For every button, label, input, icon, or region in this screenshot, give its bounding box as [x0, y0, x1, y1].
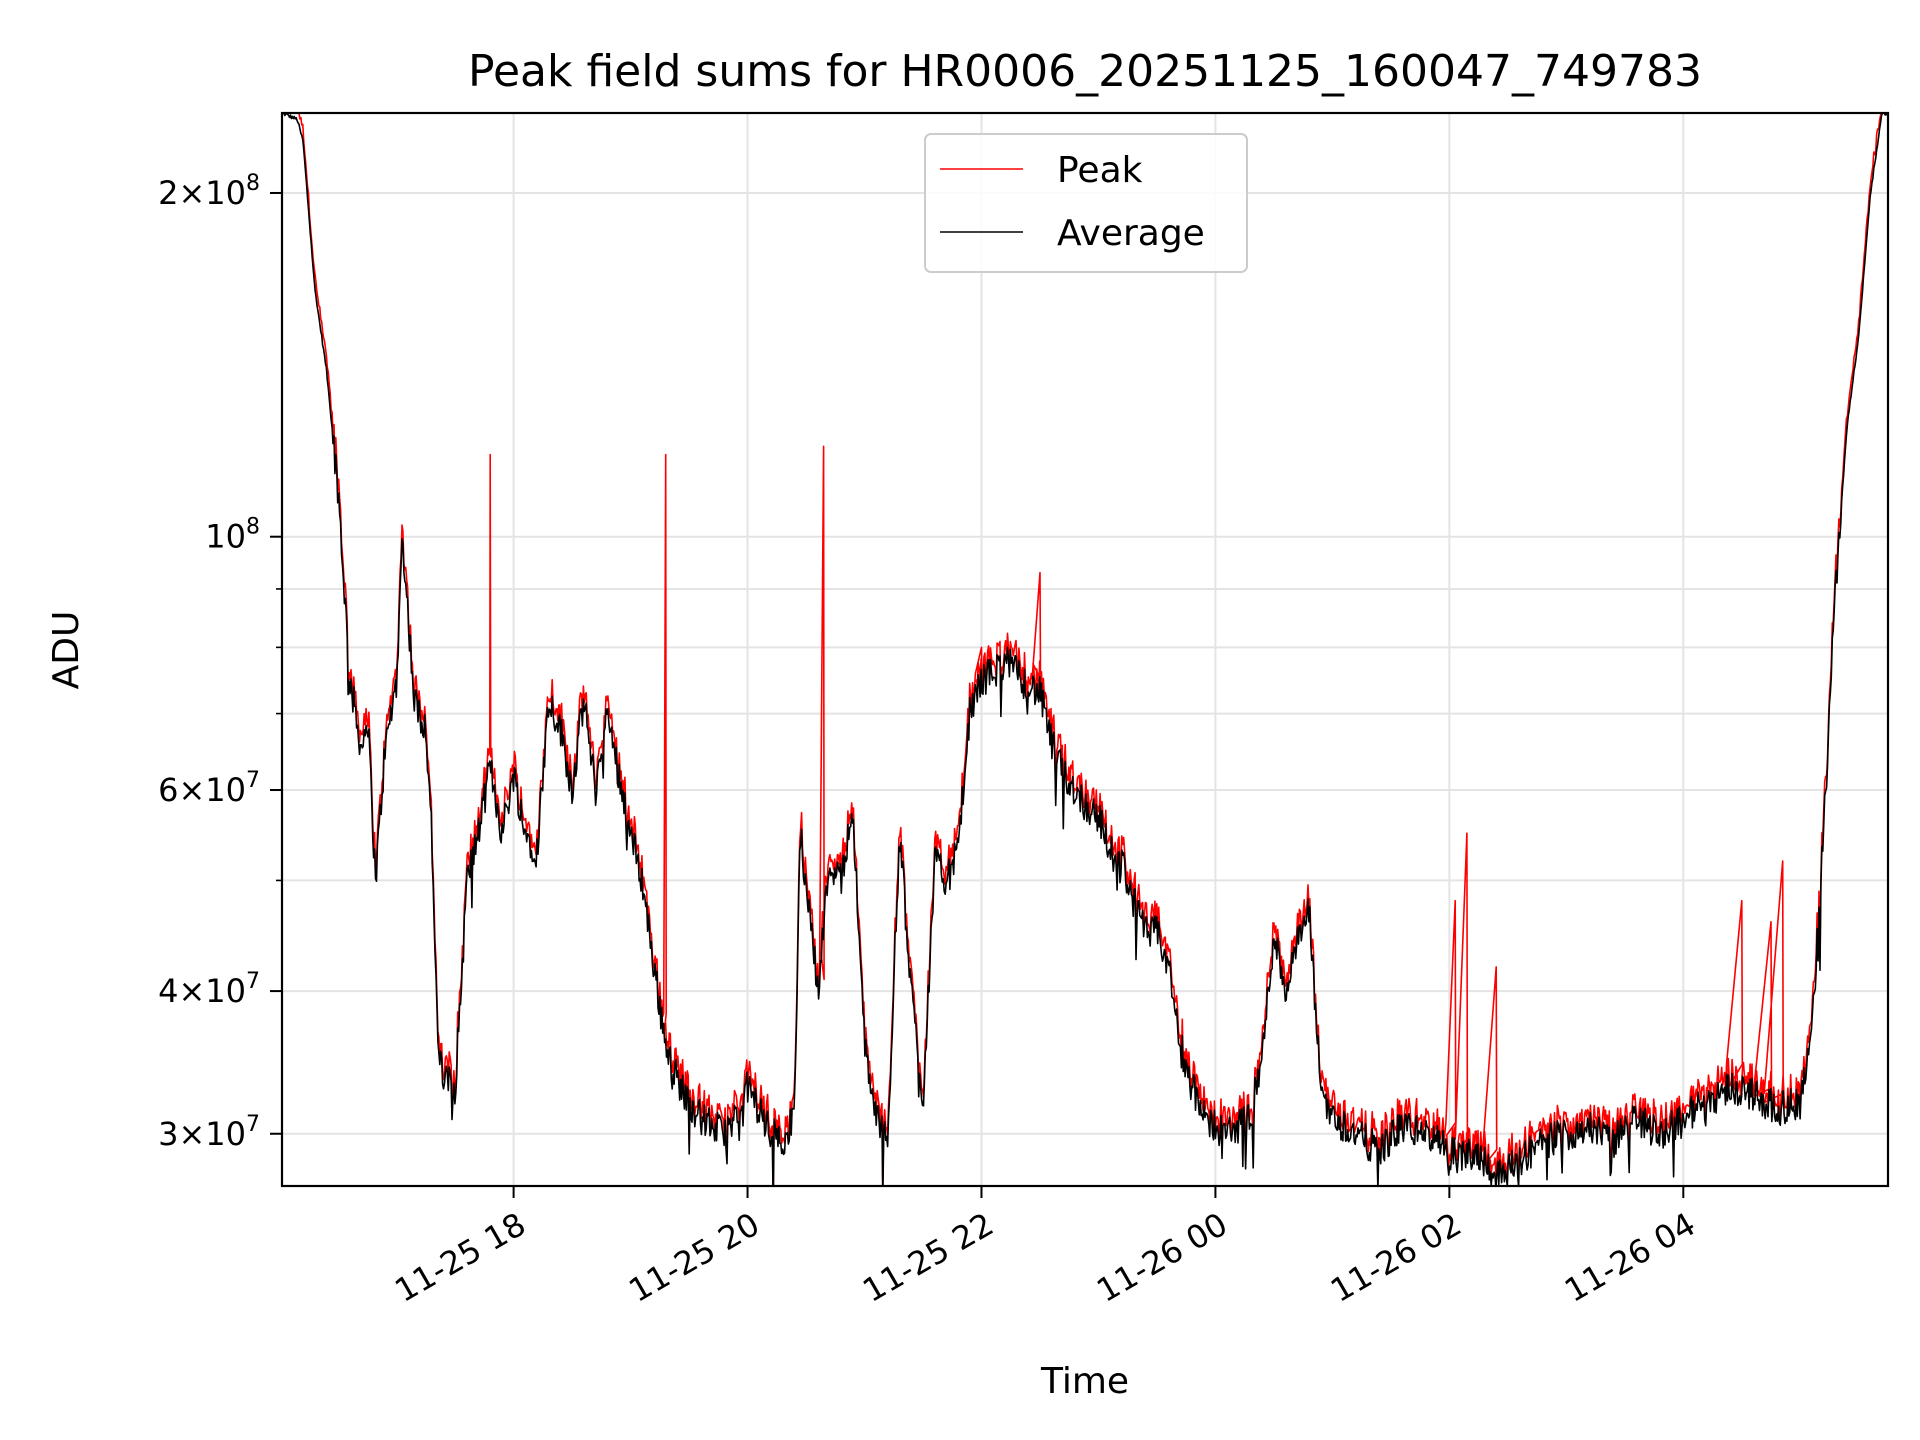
y-axis-label: ADU: [46, 611, 87, 690]
y-tick-base: 3: [158, 1115, 178, 1153]
chart-title: Peak field sums for HR0006_20251125_1600…: [468, 46, 1702, 97]
plot-frame: [280, 111, 1890, 1188]
y-tick-exponent: 7: [246, 768, 260, 793]
y-tick-exponent: 8: [246, 515, 260, 540]
y-tick-exponent: 7: [246, 969, 260, 994]
y-tick-label: 4×107: [158, 969, 260, 1010]
y-tick-label: 6×107: [158, 768, 260, 809]
series-layer: [282, 113, 1888, 1186]
y-tick-times: ×10: [178, 771, 246, 809]
y-tick-times: ×10: [178, 972, 246, 1010]
y-tick-label: 3×107: [158, 1112, 260, 1153]
y-tick-base: 2: [158, 174, 178, 212]
y-tick-base: 4: [158, 972, 178, 1010]
y-tick-exponent: 8: [246, 171, 260, 196]
y-tick-times: ×10: [178, 174, 246, 212]
series-average-line: [282, 113, 1888, 1186]
y-tick-ten: 10: [205, 518, 246, 556]
x-axis-label: Time: [1040, 1361, 1129, 1402]
legend-peak-label: Peak: [1057, 150, 1143, 191]
y-tick-exponent: 7: [246, 1112, 260, 1137]
y-tick-times: ×10: [178, 1115, 246, 1153]
legend: Peak Average: [924, 133, 1248, 273]
legend-average-label: Average: [1057, 213, 1205, 254]
y-tick-label: 108: [205, 515, 260, 556]
y-tick-label: 2×108: [158, 171, 260, 212]
y-tick-base: 6: [158, 771, 178, 809]
